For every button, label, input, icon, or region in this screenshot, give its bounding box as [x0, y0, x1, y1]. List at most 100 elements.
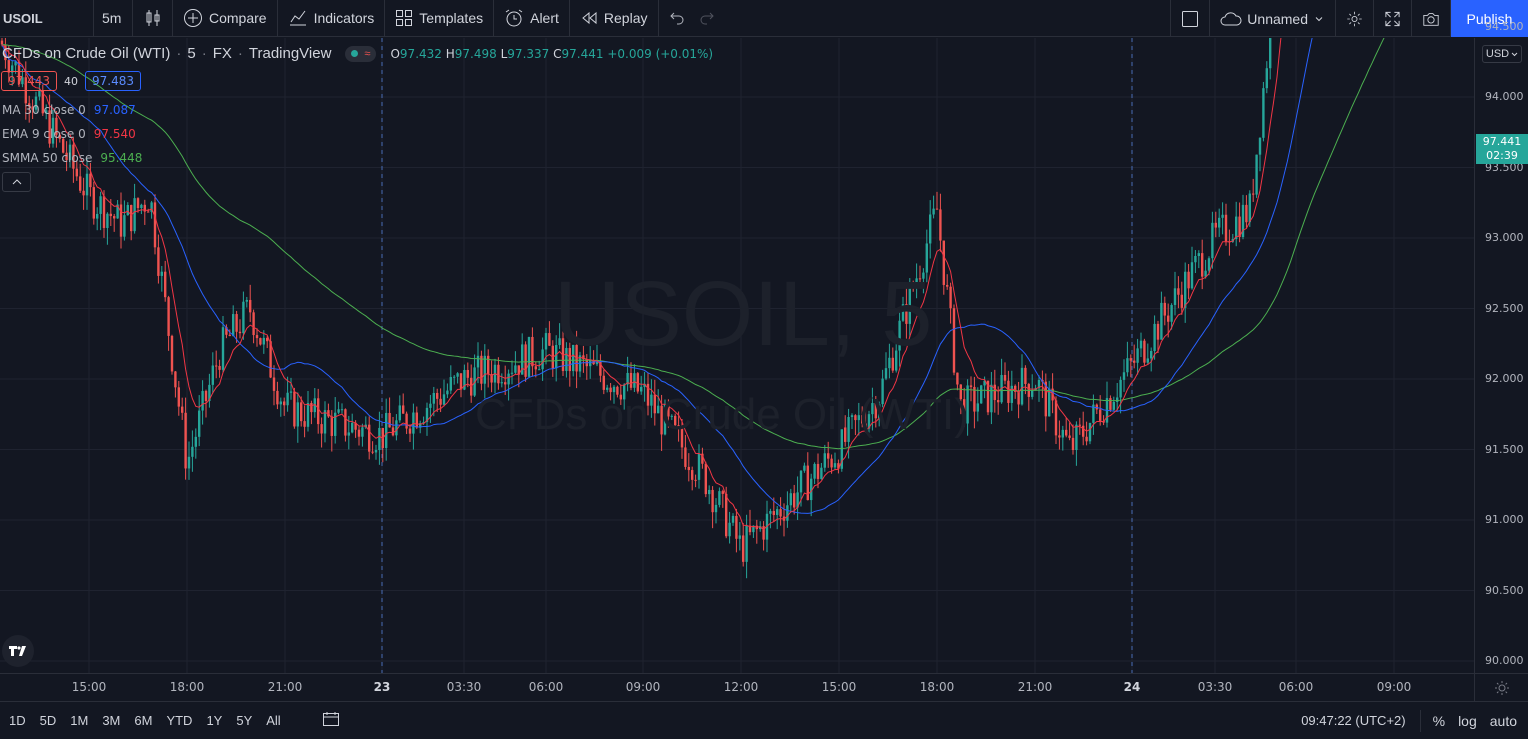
candle-body: [1221, 214, 1224, 218]
price-tick: 92.500: [1485, 301, 1524, 315]
candle-body: [68, 144, 72, 161]
smma-legend[interactable]: SMMA 50 close 95.448: [2, 151, 142, 165]
candle-body: [905, 304, 908, 324]
publish-button[interactable]: Publish: [1451, 0, 1528, 37]
candle-body: [517, 365, 520, 375]
legend-interval: 5: [187, 45, 196, 62]
candle-body: [313, 398, 316, 413]
range-button-all[interactable]: All: [266, 713, 281, 728]
range-button-6m[interactable]: 6M: [134, 713, 153, 728]
currency-selector[interactable]: USD: [1482, 45, 1522, 63]
range-button-5d[interactable]: 5D: [39, 713, 57, 728]
ma-legend[interactable]: MA 30 close 0 97.087: [2, 103, 136, 117]
candle-body: [1146, 358, 1149, 363]
candle-body: [279, 401, 282, 405]
candle-body: [487, 355, 490, 375]
range-button-3m[interactable]: 3M: [102, 713, 121, 728]
candle-body: [21, 77, 24, 85]
candle-body: [102, 196, 106, 228]
symbol-legend[interactable]: CFDs on Crude Oil (WTI) · 5 · FX · Tradi…: [2, 45, 714, 62]
candle-body: [425, 407, 429, 423]
candle-body: [1088, 422, 1092, 442]
axis-settings-button[interactable]: [1474, 673, 1528, 701]
templates-label: Templates: [419, 10, 484, 26]
candle-body: [490, 374, 493, 383]
log-scale-toggle[interactable]: log: [1458, 712, 1477, 729]
sell-button[interactable]: 97.443: [1, 71, 57, 91]
candle-body: [262, 337, 265, 345]
candle-body: [1082, 425, 1085, 437]
ema-legend[interactable]: EMA 9 close 0 97.540: [2, 127, 136, 141]
price-axis[interactable]: USD 98.50098.00097.50097.00096.50096.000…: [1474, 20, 1528, 673]
candle-body: [476, 355, 480, 368]
candle-body: [1061, 429, 1064, 438]
auto-scale-toggle[interactable]: auto: [1489, 712, 1517, 729]
candle-body: [997, 400, 1000, 403]
alert-button[interactable]: Alert: [494, 0, 570, 37]
watermark-symbol: USOIL, 5: [554, 263, 933, 365]
redo-icon[interactable]: [699, 10, 715, 26]
candle-body: [113, 216, 116, 219]
candle-body: [429, 403, 432, 408]
fullscreen-layout-button[interactable]: [1170, 0, 1211, 37]
time-tick: 06:00: [528, 680, 564, 694]
candle-body: [405, 413, 408, 429]
range-button-5y[interactable]: 5Y: [236, 713, 253, 728]
candle-body: [300, 402, 303, 422]
go-to-date-button[interactable]: [322, 711, 340, 730]
rewind-icon: [582, 11, 597, 25]
candle-body: [1153, 323, 1156, 351]
buy-button[interactable]: 97.483: [85, 71, 141, 91]
settings-button[interactable]: [1336, 0, 1374, 37]
fullscreen-button[interactable]: [1374, 0, 1412, 37]
candle-body: [75, 168, 78, 177]
time-tick: 21:00: [267, 680, 303, 694]
candle-body: [55, 117, 58, 135]
candle-body: [357, 429, 361, 437]
candle-body: [769, 511, 772, 514]
candle-body: [942, 240, 945, 285]
time-axis[interactable]: [0, 673, 1474, 701]
layout-name-button[interactable]: Unnamed: [1210, 0, 1336, 37]
candle-body: [633, 373, 636, 388]
chart-type-button[interactable]: [133, 0, 173, 37]
compare-button[interactable]: Compare: [173, 0, 278, 37]
range-button-ytd[interactable]: YTD: [166, 713, 193, 728]
candle-body: [901, 304, 905, 321]
candle-body: [391, 427, 395, 436]
candle-body: [606, 387, 609, 390]
collapse-legend-button[interactable]: [2, 172, 31, 192]
indicators-button[interactable]: Indicators: [278, 0, 386, 37]
candle-body: [344, 409, 347, 436]
tradingview-logo[interactable]: [2, 635, 34, 667]
range-button-1m[interactable]: 1M: [70, 713, 89, 728]
range-button-1d[interactable]: 1D: [9, 713, 26, 728]
candle-body: [1003, 374, 1007, 381]
candle-body: [7, 60, 10, 73]
percent-scale-toggle[interactable]: %: [1432, 712, 1446, 729]
candle-body: [1020, 367, 1024, 405]
interval-button[interactable]: 5m: [94, 0, 133, 37]
candle-body: [351, 422, 354, 433]
candle-body: [1238, 216, 1241, 238]
candle-body: [198, 410, 201, 437]
candle-body: [667, 404, 670, 417]
undo-icon[interactable]: [669, 10, 685, 26]
candle-body: [980, 385, 983, 404]
candle-body: [378, 427, 381, 451]
candle-body: [1085, 436, 1088, 442]
symbol-search-button[interactable]: USOIL: [0, 0, 94, 37]
replay-button[interactable]: Replay: [570, 0, 659, 37]
indicators-icon: [289, 10, 306, 26]
market-status[interactable]: ≈: [345, 45, 377, 62]
snapshot-button[interactable]: [1412, 0, 1451, 37]
timezone-clock[interactable]: 09:47:22 (UTC+2): [1301, 713, 1406, 728]
templates-button[interactable]: Templates: [385, 0, 495, 37]
candle-body: [684, 447, 687, 467]
price-chart[interactable]: [0, 38, 1474, 673]
range-button-1y[interactable]: 1Y: [206, 713, 223, 728]
candle-body: [969, 385, 973, 387]
candle-body: [1109, 398, 1112, 410]
candle-body: [82, 190, 85, 196]
candle-body: [160, 271, 163, 276]
